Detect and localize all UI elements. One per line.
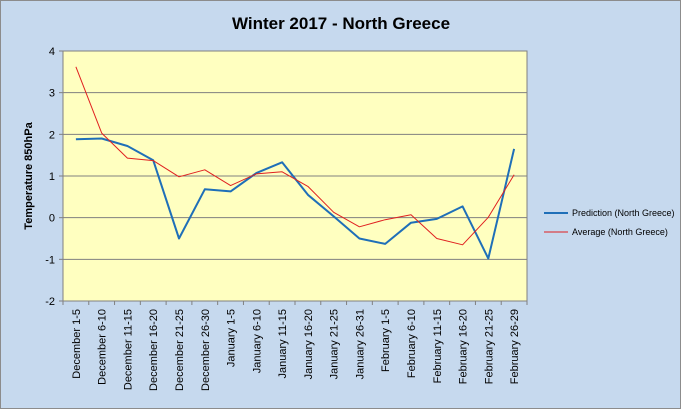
chart-title: Winter 2017 - North Greece	[232, 14, 450, 33]
x-axis-ticks: December 1-5 December 6-10 December 11-15 D…	[62, 301, 528, 391]
y-tick-label: 4	[49, 46, 55, 58]
x-tick-label: December 21-25	[174, 309, 186, 391]
x-tick-label: December 11-15	[122, 309, 134, 390]
x-tick-label: January 16-20	[303, 309, 315, 379]
y-tick-label: -2	[45, 296, 55, 308]
y-tick-label: -1	[45, 254, 55, 266]
legend: Prediction (North Greece) Average (North…	[544, 208, 675, 237]
series-lines	[75, 66, 516, 260]
x-tick-label: December 1-5	[71, 309, 83, 379]
x-tick-label: January 11-15	[277, 309, 289, 379]
x-tick-label: February 11-15	[432, 309, 444, 383]
x-tick-label: January 6-10	[251, 309, 263, 373]
series-line-average	[75, 66, 515, 246]
x-tick-label: December 6-10	[97, 309, 109, 385]
x-tick-label: February 6-10	[406, 309, 418, 378]
x-tick-label: February 26-29	[509, 309, 521, 384]
x-tick-label: January 1-5	[226, 309, 238, 367]
x-tick-label: February 16-20	[458, 309, 470, 384]
x-tick-label: January 26-31	[354, 309, 366, 379]
legend-label-average: Average (North Greece)	[572, 227, 668, 237]
y-tick-label: 3	[49, 88, 55, 100]
x-tick-label: January 21-25	[329, 309, 341, 379]
y-axis-label: Temperature 850hPa	[23, 121, 35, 229]
x-tick-label: December 26-30	[200, 309, 212, 391]
y-tick-label: 2	[49, 129, 55, 141]
x-tick-label: December 16-20	[148, 309, 160, 391]
y-tick-label: 1	[49, 171, 55, 183]
x-tick-label: February 21-25	[483, 309, 495, 384]
x-tick-label: February 1-5	[380, 309, 392, 372]
y-tick-label: 0	[49, 213, 55, 225]
y-axis-ticks: -2 -1 0 1 2 3 4	[45, 46, 63, 308]
legend-label-prediction: Prediction (North Greece)	[572, 208, 675, 218]
